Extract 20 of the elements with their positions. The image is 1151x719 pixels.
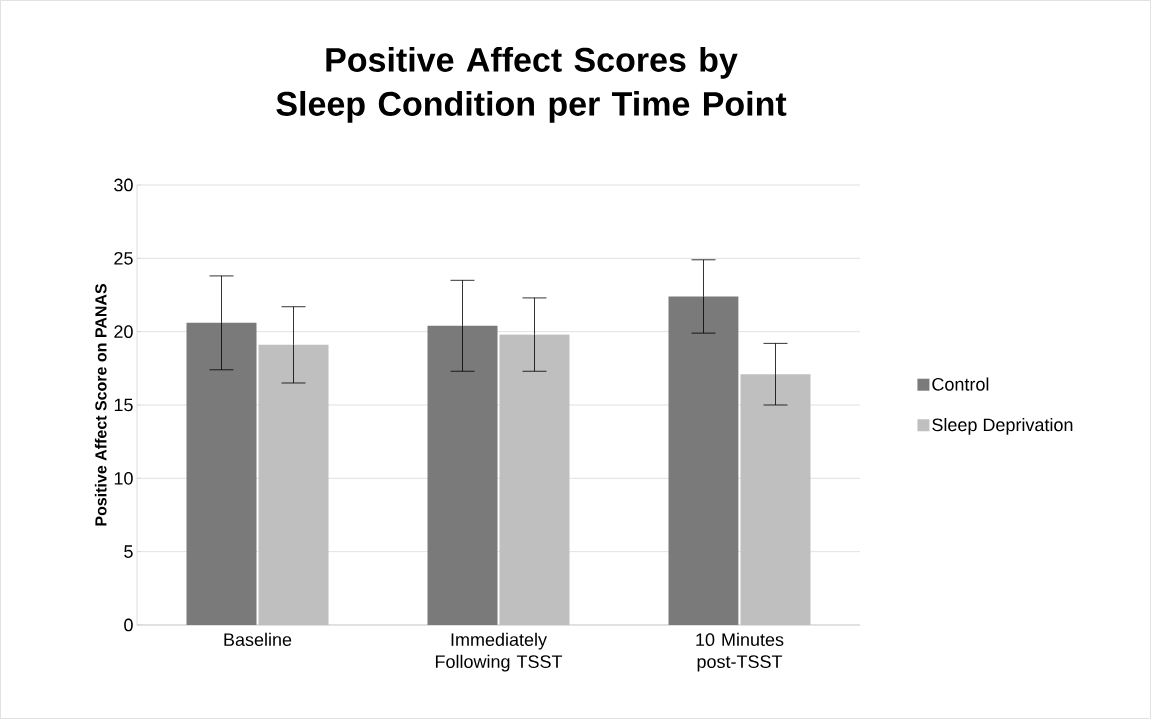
- legend-label: Sleep Deprivation: [932, 417, 1073, 435]
- y-tick-label: 20: [114, 325, 133, 339]
- chart-title: Positive Affect Scores by Sleep Condition per Time Point: [276, 46, 787, 123]
- bar: [499, 334, 570, 625]
- y-tick-label: 5: [124, 545, 133, 558]
- y-tick-label: 30: [114, 178, 133, 192]
- x-tick-label: 10 Minutes post-TSST: [696, 632, 784, 672]
- y-tick-label: 15: [114, 398, 133, 412]
- x-tick-label: Immediately Following TSST: [435, 632, 563, 672]
- y-tick-label: 25: [114, 251, 133, 265]
- y-tick-label: 0: [124, 618, 133, 632]
- bar: [740, 374, 811, 625]
- legend-label: Control: [932, 377, 989, 391]
- y-axis-title: Positive Affect Score on PANAS: [94, 283, 107, 526]
- bar: [186, 322, 257, 625]
- bar: [668, 296, 739, 625]
- bar: [258, 344, 329, 625]
- y-tick-label: 10: [114, 471, 133, 485]
- bar: [427, 325, 498, 625]
- x-tick-label: Baseline: [224, 632, 292, 646]
